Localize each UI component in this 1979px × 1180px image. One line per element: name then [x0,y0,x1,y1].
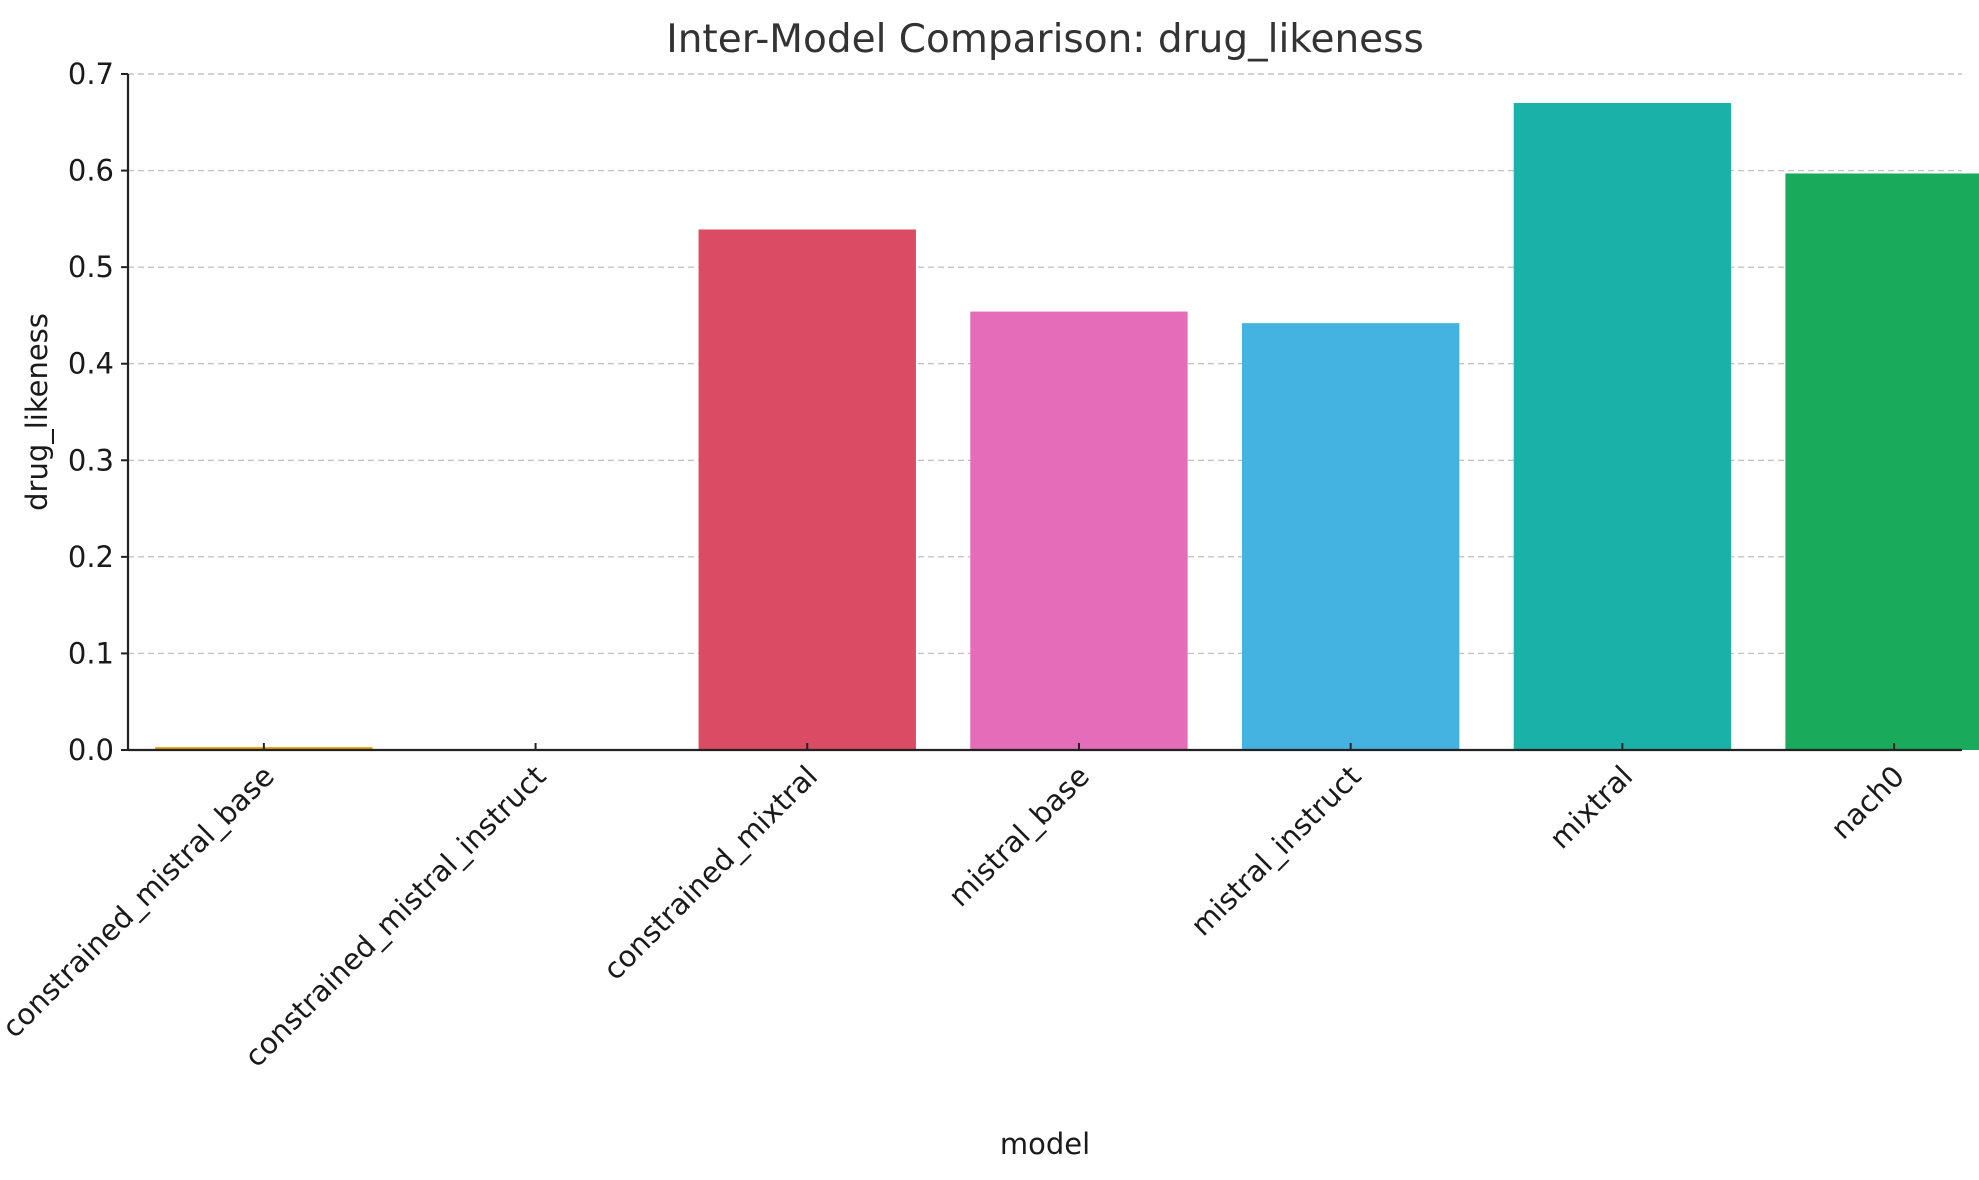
bars [155,102,1979,751]
x-tick-label: constrained_mixtral [596,759,824,987]
bar-constrained-mixtral [698,229,916,751]
x-axis-label: model [1000,1127,1090,1161]
x-tick-label: mistral_instruct [1184,759,1368,943]
x-tick-label: mistral_base [942,759,1096,913]
y-axis-label: drug_likeness [20,313,54,511]
bar-mixtral [1513,102,1732,750]
x-tick-label: constrained_mistral_base [0,759,281,1044]
y-tick-label: 0.2 [68,540,114,574]
y-tick-label: 0.3 [68,443,114,477]
y-tick-label: 0.1 [68,636,114,670]
chart-title: Inter-Model Comparison: drug_likeness [666,17,1424,62]
y-tick-labels: 0.0 0.1 0.2 0.3 0.4 0.5 0.6 0.7 [68,57,114,767]
bar-mistral-base [970,311,1188,750]
bar-nach0 [1785,173,1979,750]
y-tick-label: 0.7 [68,57,114,91]
bar-mistral-instruct [1241,323,1460,750]
y-tick-label: 0.6 [68,154,114,188]
grid-lines [128,73,1962,655]
y-tick-label: 0.4 [68,347,114,381]
x-tick-label: nach0 [1824,759,1911,846]
axes [121,73,1962,752]
x-tick-label: constrained_mistral_instruct [238,759,553,1074]
y-tick-label: 0.0 [68,733,114,767]
x-tick-labels: constrained_mistral_baseconstrained_mist… [0,759,1911,1074]
y-tick-label: 0.5 [68,250,114,284]
x-tick-label: mixtral [1543,759,1640,856]
